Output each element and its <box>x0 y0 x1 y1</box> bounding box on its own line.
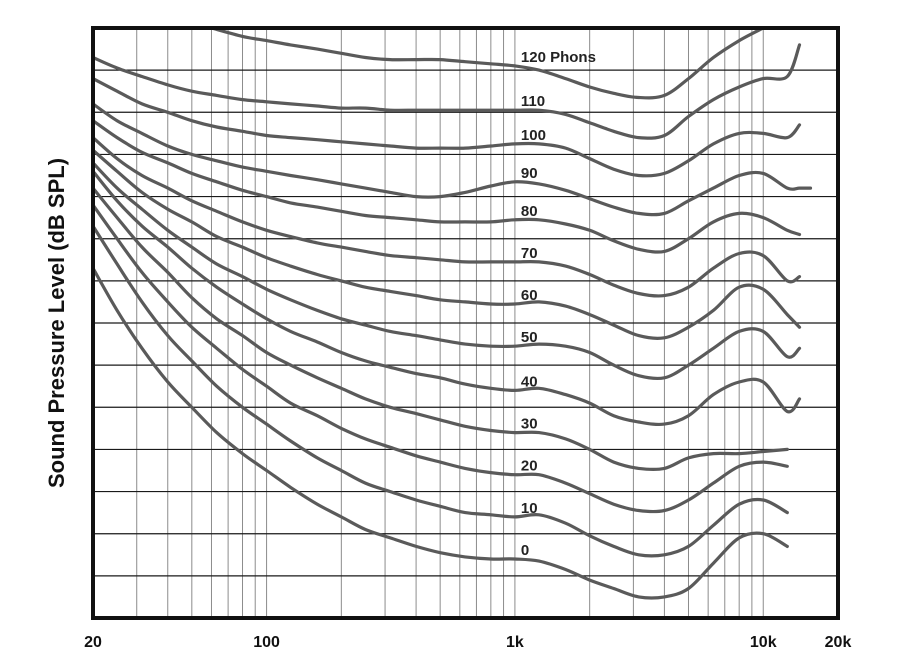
x-tick-label: 20 <box>84 634 102 651</box>
curve-label: 110 <box>521 93 545 110</box>
curve-label: 120 Phons <box>521 49 596 66</box>
loudness-curve <box>93 203 789 514</box>
loudness-curve <box>93 148 802 340</box>
loudness-curve <box>209 28 765 100</box>
curve-label: 80 <box>521 203 538 220</box>
curve-label: 20 <box>521 458 538 475</box>
curve-label: 100 <box>521 127 546 144</box>
curve-label: 70 <box>521 245 538 262</box>
loudness-curve <box>93 161 802 381</box>
loudness-curve <box>93 43 802 140</box>
curve-label: 30 <box>521 416 538 433</box>
grid <box>93 28 838 618</box>
curve-label: 50 <box>521 329 538 346</box>
loudness-curve <box>93 169 802 427</box>
x-tick-label: 20k <box>825 634 852 651</box>
loudness-curve <box>93 77 802 178</box>
loudness-curve <box>93 136 802 298</box>
loudness-curve <box>93 266 789 600</box>
curve-label: 60 <box>521 287 538 304</box>
x-tick-label: 1k <box>506 634 524 651</box>
x-tick-label: 100 <box>253 634 280 651</box>
loudness-curve <box>93 102 813 217</box>
y-axis-label: Sound Pressure Level (dB SPL) <box>44 158 69 488</box>
x-tick-labels: 20 100 1k 10k 20k <box>84 634 851 651</box>
curve-label: 0 <box>521 542 529 559</box>
plot-frame <box>91 26 840 620</box>
loudness-curve <box>93 224 789 558</box>
loudness-curve <box>93 119 802 254</box>
curve-labels: 0 10 20 30 40 50 60 70 80 90 100 110 120 Phons <box>521 49 596 559</box>
loudness-curve <box>93 186 789 472</box>
series-curves <box>93 28 813 600</box>
curve-label: 10 <box>521 500 538 517</box>
curve-label: 90 <box>521 165 538 182</box>
x-tick-label: 10k <box>750 634 777 651</box>
curve-label: 40 <box>521 373 538 390</box>
